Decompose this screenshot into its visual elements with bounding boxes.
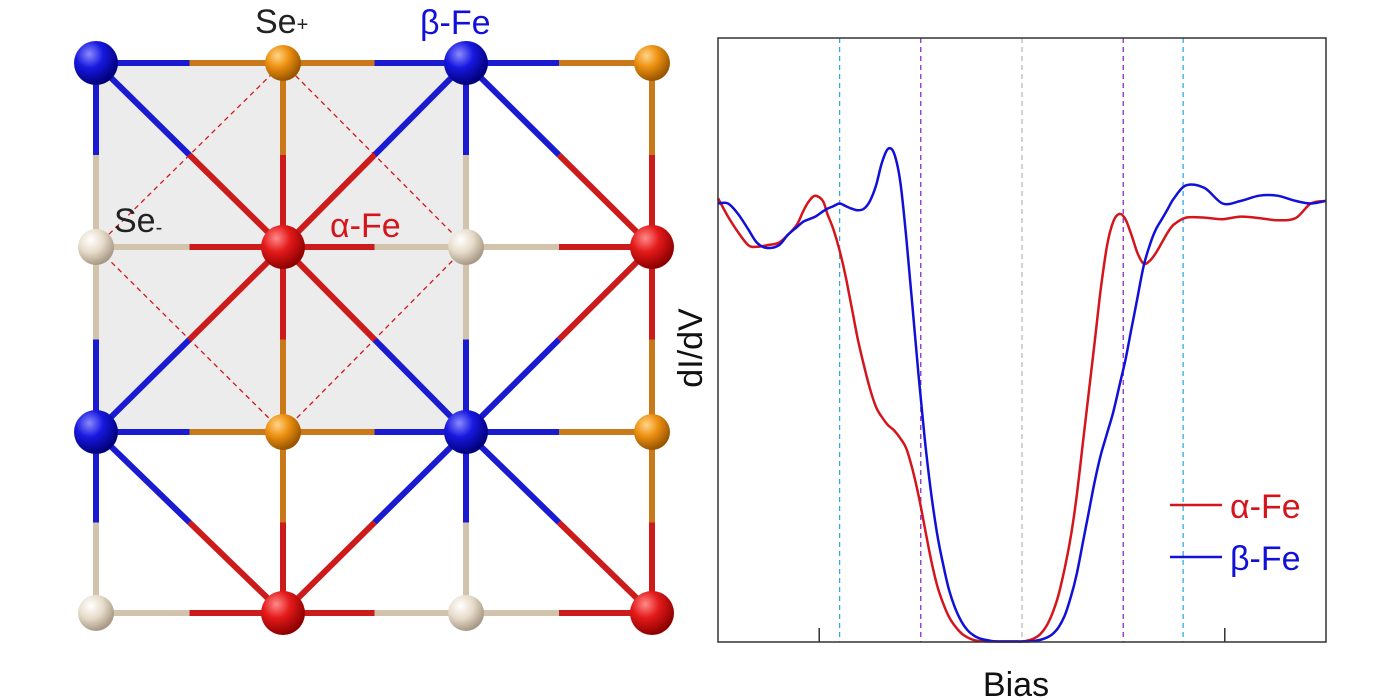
atom-alpha-fe — [630, 591, 674, 635]
atom-se-plus — [265, 45, 301, 81]
atom-beta-fe — [444, 41, 488, 85]
atom-se-plus — [265, 414, 301, 450]
atom-se-minus — [448, 595, 484, 631]
dIdV-chart: Bias dI/dV α-Fe β-Fe — [672, 37, 1327, 700]
label-beta-fe: β-Fe — [420, 4, 491, 42]
atom-beta-fe — [74, 410, 118, 454]
legend-label: α-Fe — [1230, 488, 1301, 526]
atom-se-minus — [448, 229, 484, 265]
atom-se-plus — [634, 414, 670, 450]
label-alpha-fe: α-Fe — [330, 207, 401, 245]
legend: α-Fe β-Fe — [1170, 488, 1301, 578]
label-se-plus: Se+ — [255, 3, 308, 41]
legend-label: β-Fe — [1230, 540, 1301, 578]
x-ticks — [818, 628, 1226, 642]
atom-alpha-fe — [261, 591, 305, 635]
label-se-minus: Se- — [114, 202, 162, 240]
atom-beta-fe — [444, 410, 488, 454]
dashed-diamond — [95, 62, 467, 433]
atom-beta-fe — [74, 41, 118, 85]
atom-se-minus — [78, 229, 114, 265]
atom-alpha-fe — [261, 225, 305, 269]
atom-se-plus — [634, 45, 670, 81]
series-line-beta-fe — [717, 146, 1327, 643]
atom-se-minus — [78, 595, 114, 631]
x-axis-label: Bias — [983, 666, 1049, 700]
dashed-square — [95, 62, 467, 433]
atom-alpha-fe — [630, 225, 674, 269]
plot-frame — [717, 37, 1327, 643]
atoms — [74, 41, 674, 635]
marker-lines — [838, 38, 1184, 642]
lattice-diagram: Se+ β-Fe Se- α-Fe — [74, 3, 674, 635]
y-axis-label: dI/dV — [672, 308, 710, 388]
